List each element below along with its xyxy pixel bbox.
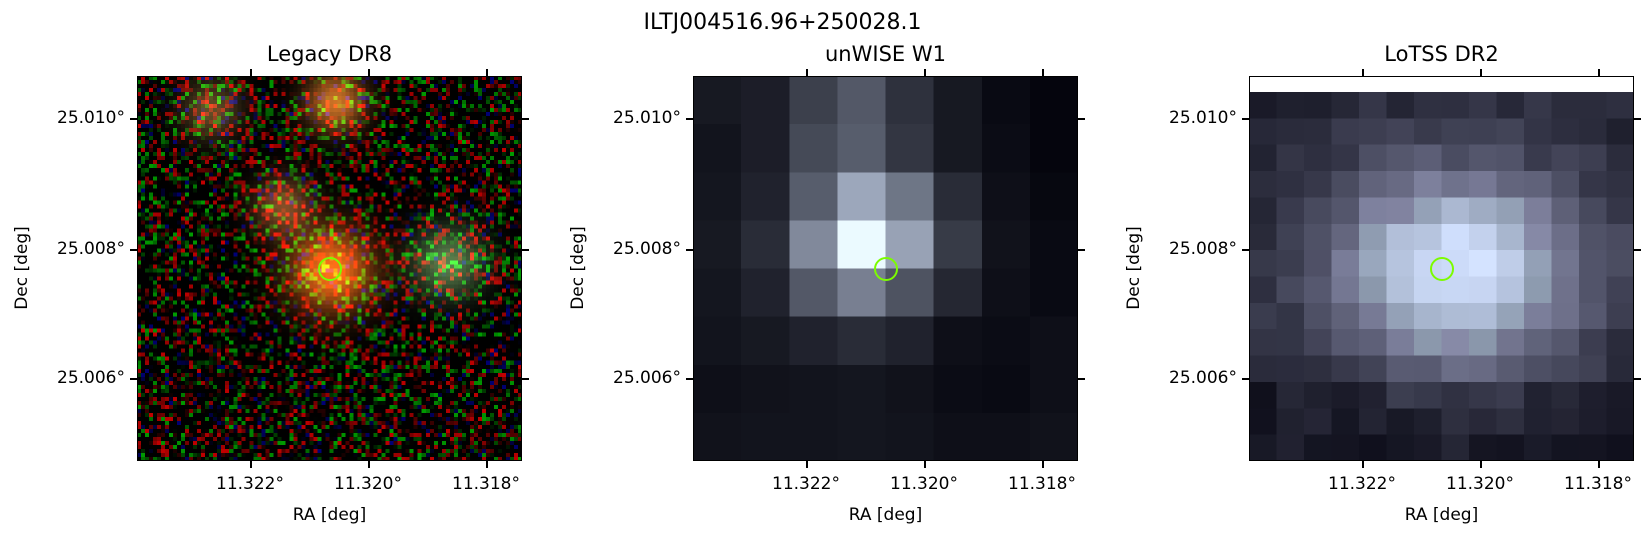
y-tick-left (130, 378, 137, 380)
x-tick-top (924, 69, 926, 76)
source-marker (874, 257, 898, 281)
x-axis-label: RA [deg] (1404, 505, 1479, 525)
y-tick-label: 25.008° (1169, 239, 1237, 259)
y-tick-right (1634, 378, 1641, 380)
y-tick-right (1634, 118, 1641, 120)
y-tick-right (1078, 118, 1085, 120)
figure-title: ILTJ004516.96+250028.1 (643, 10, 922, 35)
x-tick-label: 11.318° (452, 474, 520, 494)
x-tick-label: 11.318° (1564, 474, 1632, 494)
y-tick-label: 25.008° (57, 239, 125, 259)
y-tick-label: 25.006° (57, 368, 125, 388)
x-tick-bottom (1042, 461, 1044, 468)
x-axis-label: RA [deg] (292, 505, 367, 525)
y-tick-label: 25.008° (613, 239, 681, 259)
x-tick-bottom (806, 461, 808, 468)
y-axis-label: Dec [deg] (568, 226, 588, 310)
x-axis-label: RA [deg] (848, 505, 923, 525)
x-tick-label: 11.322° (1328, 474, 1396, 494)
y-tick-right (1078, 249, 1085, 251)
x-tick-bottom (250, 461, 252, 468)
y-tick-left (686, 118, 693, 120)
x-tick-top (806, 69, 808, 76)
y-tick-label: 25.010° (57, 108, 125, 128)
x-tick-top (250, 69, 252, 76)
source-marker (1430, 257, 1454, 281)
x-tick-top (368, 69, 370, 76)
y-tick-right (1634, 249, 1641, 251)
y-tick-right (522, 378, 529, 380)
x-tick-top (1362, 69, 1364, 76)
y-tick-left (1242, 249, 1249, 251)
y-tick-left (686, 378, 693, 380)
y-axis-label: Dec [deg] (1124, 226, 1144, 310)
y-tick-right (1078, 378, 1085, 380)
y-tick-label: 25.006° (1169, 368, 1237, 388)
x-tick-bottom (924, 461, 926, 468)
x-tick-top (1598, 69, 1600, 76)
x-tick-bottom (486, 461, 488, 468)
y-tick-left (130, 249, 137, 251)
x-tick-bottom (368, 461, 370, 468)
y-tick-label: 25.010° (613, 108, 681, 128)
x-tick-label: 11.322° (772, 474, 840, 494)
x-tick-bottom (1362, 461, 1364, 468)
x-tick-top (486, 69, 488, 76)
x-tick-bottom (1598, 461, 1600, 468)
x-tick-label: 11.320° (890, 474, 958, 494)
y-tick-label: 25.006° (613, 368, 681, 388)
x-tick-bottom (1480, 461, 1482, 468)
panel-title: Legacy DR8 (266, 42, 393, 66)
x-tick-label: 11.318° (1008, 474, 1076, 494)
x-tick-top (1480, 69, 1482, 76)
x-tick-label: 11.322° (216, 474, 284, 494)
y-tick-left (130, 118, 137, 120)
source-marker (318, 257, 342, 281)
y-axis-label: Dec [deg] (12, 226, 32, 310)
y-tick-right (522, 249, 529, 251)
x-tick-label: 11.320° (334, 474, 402, 494)
y-tick-left (1242, 378, 1249, 380)
x-tick-top (1042, 69, 1044, 76)
y-tick-left (1242, 118, 1249, 120)
panel-title: unWISE W1 (825, 42, 946, 66)
y-tick-left (686, 249, 693, 251)
y-tick-label: 25.010° (1169, 108, 1237, 128)
y-tick-right (522, 118, 529, 120)
x-tick-label: 11.320° (1446, 474, 1514, 494)
panel-title: LoTSS DR2 (1384, 42, 1499, 66)
